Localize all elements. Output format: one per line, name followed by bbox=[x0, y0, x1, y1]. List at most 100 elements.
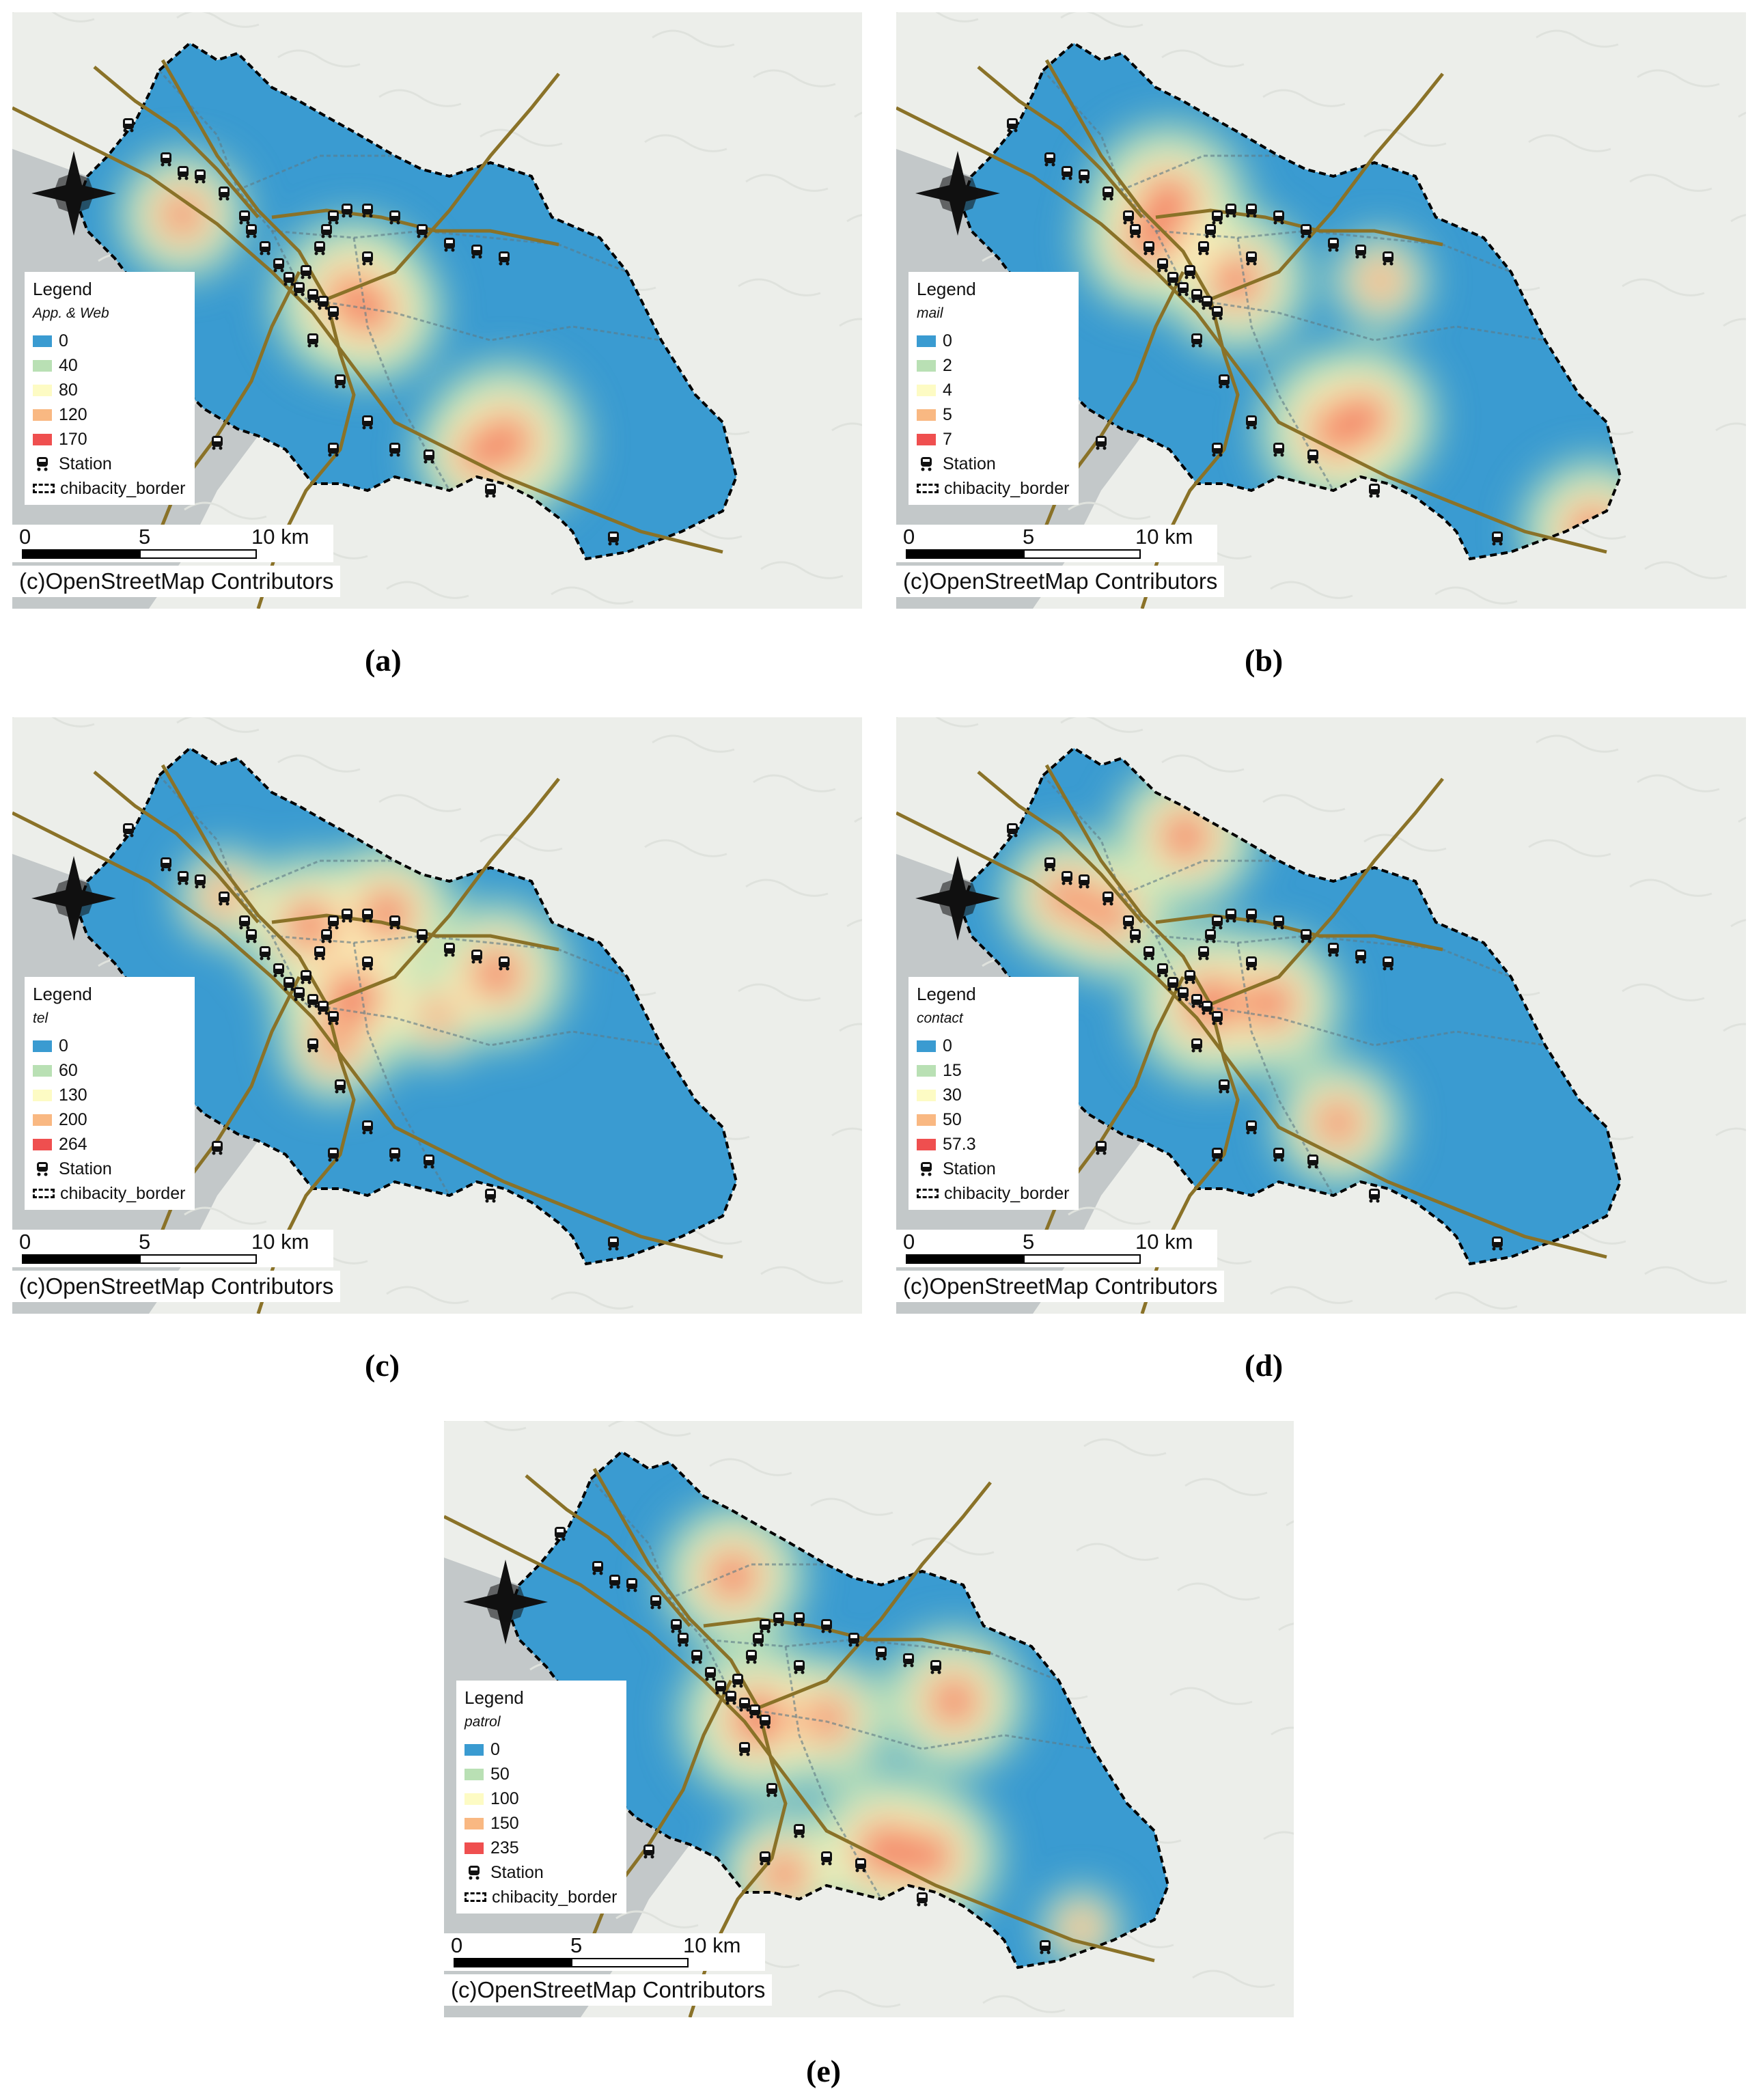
station-icon bbox=[307, 289, 318, 303]
rail-line bbox=[93, 771, 260, 924]
legend-swatch bbox=[917, 1064, 936, 1077]
legend-swatch bbox=[917, 335, 936, 347]
scale-bar-white bbox=[1023, 1254, 1141, 1264]
rail-line bbox=[271, 208, 559, 247]
station-icon bbox=[1369, 1189, 1380, 1203]
hotspot bbox=[1250, 984, 1290, 1023]
station-icon bbox=[917, 1161, 936, 1176]
scale-bar: 0 5 10 km bbox=[896, 525, 1217, 562]
hotspot bbox=[1367, 267, 1394, 294]
hotspot bbox=[863, 1828, 908, 1873]
legend-class: 0 bbox=[917, 1034, 1069, 1058]
dashed-border-icon bbox=[33, 484, 55, 493]
station-icon bbox=[417, 224, 428, 238]
rail-line bbox=[525, 1474, 691, 1627]
station-icon bbox=[178, 871, 189, 885]
legend-swatch bbox=[917, 359, 936, 372]
hotspot bbox=[424, 1002, 451, 1029]
map-attribution: (c)OpenStreetMap Contributors bbox=[12, 566, 341, 597]
legend-border: chibacity_border bbox=[917, 1181, 1069, 1206]
station-icon bbox=[1130, 224, 1141, 238]
legend-station-label: Station bbox=[943, 1159, 996, 1178]
map-attribution: (c)OpenStreetMap Contributors bbox=[444, 1974, 773, 2006]
rail-line bbox=[703, 1617, 991, 1655]
station-icon bbox=[1044, 857, 1055, 872]
station-icon bbox=[321, 929, 332, 943]
legend-border-label: chibacity_border bbox=[944, 478, 1070, 498]
station-icon bbox=[246, 929, 257, 943]
station-icon bbox=[1212, 210, 1223, 225]
station-icon bbox=[794, 1612, 805, 1627]
legend-class-label: 235 bbox=[490, 1838, 519, 1857]
legend-class: 170 bbox=[33, 427, 185, 452]
legend-swatch bbox=[33, 1138, 52, 1150]
rail-line bbox=[896, 106, 1607, 554]
rail-line bbox=[1044, 59, 1240, 609]
legend-class-label: 0 bbox=[943, 1036, 952, 1055]
rail-line bbox=[1210, 72, 1444, 301]
legend-station: Station bbox=[917, 1157, 1069, 1181]
station-icon bbox=[650, 1595, 661, 1609]
station-icon bbox=[328, 210, 339, 225]
legend-title: Legend bbox=[464, 1687, 524, 1708]
legend-swatch bbox=[917, 384, 936, 396]
legend-variable: patrol bbox=[464, 1714, 501, 1730]
station-icon bbox=[1062, 871, 1072, 885]
hotspot bbox=[1320, 1105, 1356, 1141]
legend-class-label: 4 bbox=[943, 380, 952, 400]
north-arrow-icon bbox=[31, 856, 116, 941]
legend-class: 2 bbox=[917, 353, 1069, 378]
legend-class: 0 bbox=[33, 1034, 185, 1058]
map-panel-d: Legend contact 0 15 30 50 57.3 Station chibacity… bbox=[896, 717, 1746, 1314]
station-icon bbox=[321, 224, 332, 238]
station-icon bbox=[555, 1527, 566, 1541]
station-icon bbox=[195, 169, 206, 184]
station-icon bbox=[362, 956, 373, 971]
legend-class: 7 bbox=[917, 427, 1069, 452]
map-attribution: (c)OpenStreetMap Contributors bbox=[12, 1271, 341, 1302]
scale-bar-black bbox=[454, 1958, 571, 1967]
station-icon bbox=[1212, 306, 1223, 320]
station-icon bbox=[1191, 289, 1202, 303]
station-icon bbox=[301, 265, 311, 279]
scale-bar-black bbox=[906, 1254, 1023, 1264]
legend-border-label: chibacity_border bbox=[944, 1183, 1070, 1203]
station-icon bbox=[362, 909, 373, 923]
legend-title: Legend bbox=[33, 279, 92, 299]
station-icon bbox=[1492, 1236, 1503, 1251]
map-panel-b: Legend mail 0 2 4 5 7 Station chibacity_border 0 5… bbox=[896, 12, 1746, 609]
legend-variable: App. & Web bbox=[33, 305, 109, 321]
legend-class: 60 bbox=[33, 1058, 185, 1083]
legend-swatch bbox=[464, 1842, 484, 1854]
station-icon bbox=[318, 296, 329, 310]
legend-station: Station bbox=[464, 1860, 617, 1885]
station-icon bbox=[766, 1783, 777, 1797]
legend-class: 50 bbox=[464, 1762, 617, 1786]
hotspot bbox=[766, 1856, 802, 1892]
station-icon bbox=[328, 915, 339, 930]
legend-variable: mail bbox=[917, 305, 943, 321]
station-icon bbox=[499, 956, 510, 971]
legend-swatch bbox=[33, 1114, 52, 1126]
station-icon bbox=[294, 282, 305, 296]
station-icon bbox=[1273, 1148, 1284, 1162]
legend-class-label: 200 bbox=[59, 1109, 87, 1129]
station-icon bbox=[608, 1236, 619, 1251]
dashed-border-icon bbox=[464, 1892, 486, 1902]
legend-class: 0 bbox=[33, 329, 185, 353]
station-icon bbox=[307, 994, 318, 1008]
station-icon bbox=[678, 1633, 689, 1647]
map-panel-c: Legend tel 0 60 130 200 264 Station chibacity_bo… bbox=[12, 717, 862, 1314]
station-icon bbox=[1157, 963, 1168, 978]
legend-border-label: chibacity_border bbox=[492, 1887, 618, 1907]
station-icon bbox=[1246, 909, 1257, 923]
station-icon bbox=[328, 443, 339, 457]
legend-swatch bbox=[464, 1768, 484, 1780]
station-icon bbox=[1246, 251, 1257, 266]
station-icon bbox=[732, 1674, 743, 1688]
legend-swatch bbox=[33, 1089, 52, 1101]
station-icon bbox=[1355, 950, 1366, 964]
station-icon bbox=[471, 950, 482, 964]
station-icon bbox=[705, 1667, 716, 1681]
station-icon bbox=[239, 915, 250, 930]
